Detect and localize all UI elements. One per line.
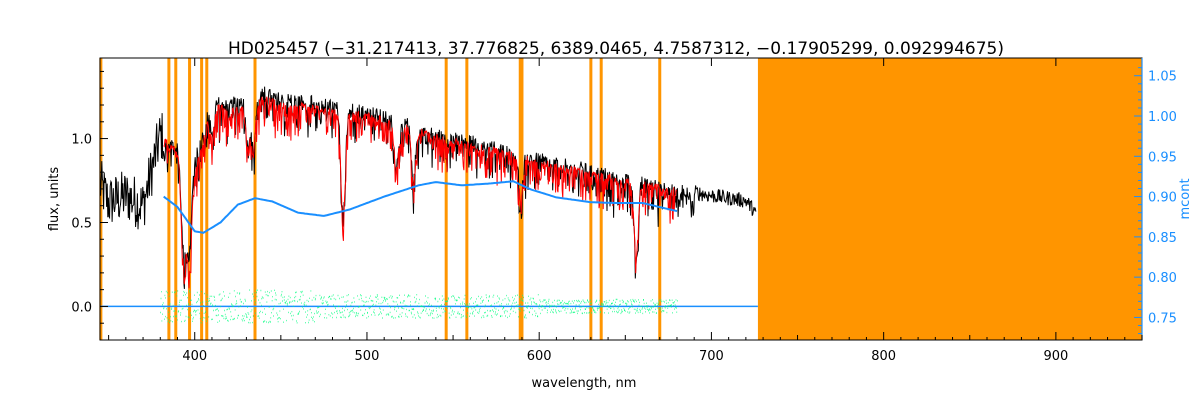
model-spectrum [163,96,678,289]
observed-spectrum [99,86,757,289]
masked-line [205,58,209,340]
x-tick-label: 400 [182,349,207,364]
masked-line [444,58,448,340]
chart-title: HD025457 (−31.217413, 37.776825, 6389.04… [228,39,1004,59]
right-tick-label: 0.80 [1148,271,1177,286]
residuals [160,289,678,324]
x-tick-label: 500 [355,349,380,364]
masked-line [167,58,171,340]
masked-line [99,58,103,340]
observed-line [99,86,757,289]
continuum-line [163,180,678,234]
masked-region-fill [757,58,1142,340]
x-axis-ticks: 400 500 600 700 800 900 [108,58,1143,364]
masked-line [599,58,603,340]
right-tick-label: 1.00 [1148,110,1177,125]
y-tick-label: 0.0 [71,300,92,315]
x-tick-label: 900 [1043,349,1068,364]
y-tick-label: 0.5 [71,217,92,232]
right-axis-label: mcont [1178,178,1193,219]
masked-line [465,58,469,340]
right-tick-label: 0.85 [1148,231,1177,246]
x-tick-label: 600 [527,349,552,364]
masked-line [188,58,192,340]
masked-line [174,58,178,340]
masked-region [757,58,1142,340]
y-axis-ticks: 0.0 0.5 1.0 [71,70,108,324]
right-tick-label: 0.75 [1148,311,1177,326]
right-tick-label: 0.90 [1148,191,1177,206]
right-tick-label: 0.95 [1148,150,1177,165]
x-tick-label: 700 [699,349,724,364]
y-axis-label: flux, units [47,167,62,232]
x-tick-label: 800 [871,349,896,364]
x-axis-label: wavelength, nm [532,376,637,391]
continuum-curve [163,180,678,234]
right-axis-ticks: 0.75 0.80 0.85 0.90 0.95 1.00 1.05 [1134,67,1177,335]
masked-line [200,58,204,340]
y-tick-label: 1.0 [71,133,92,148]
masked-line [589,58,593,340]
residuals-points [160,289,678,324]
right-tick-label: 1.05 [1148,70,1177,85]
model-line [163,96,678,289]
